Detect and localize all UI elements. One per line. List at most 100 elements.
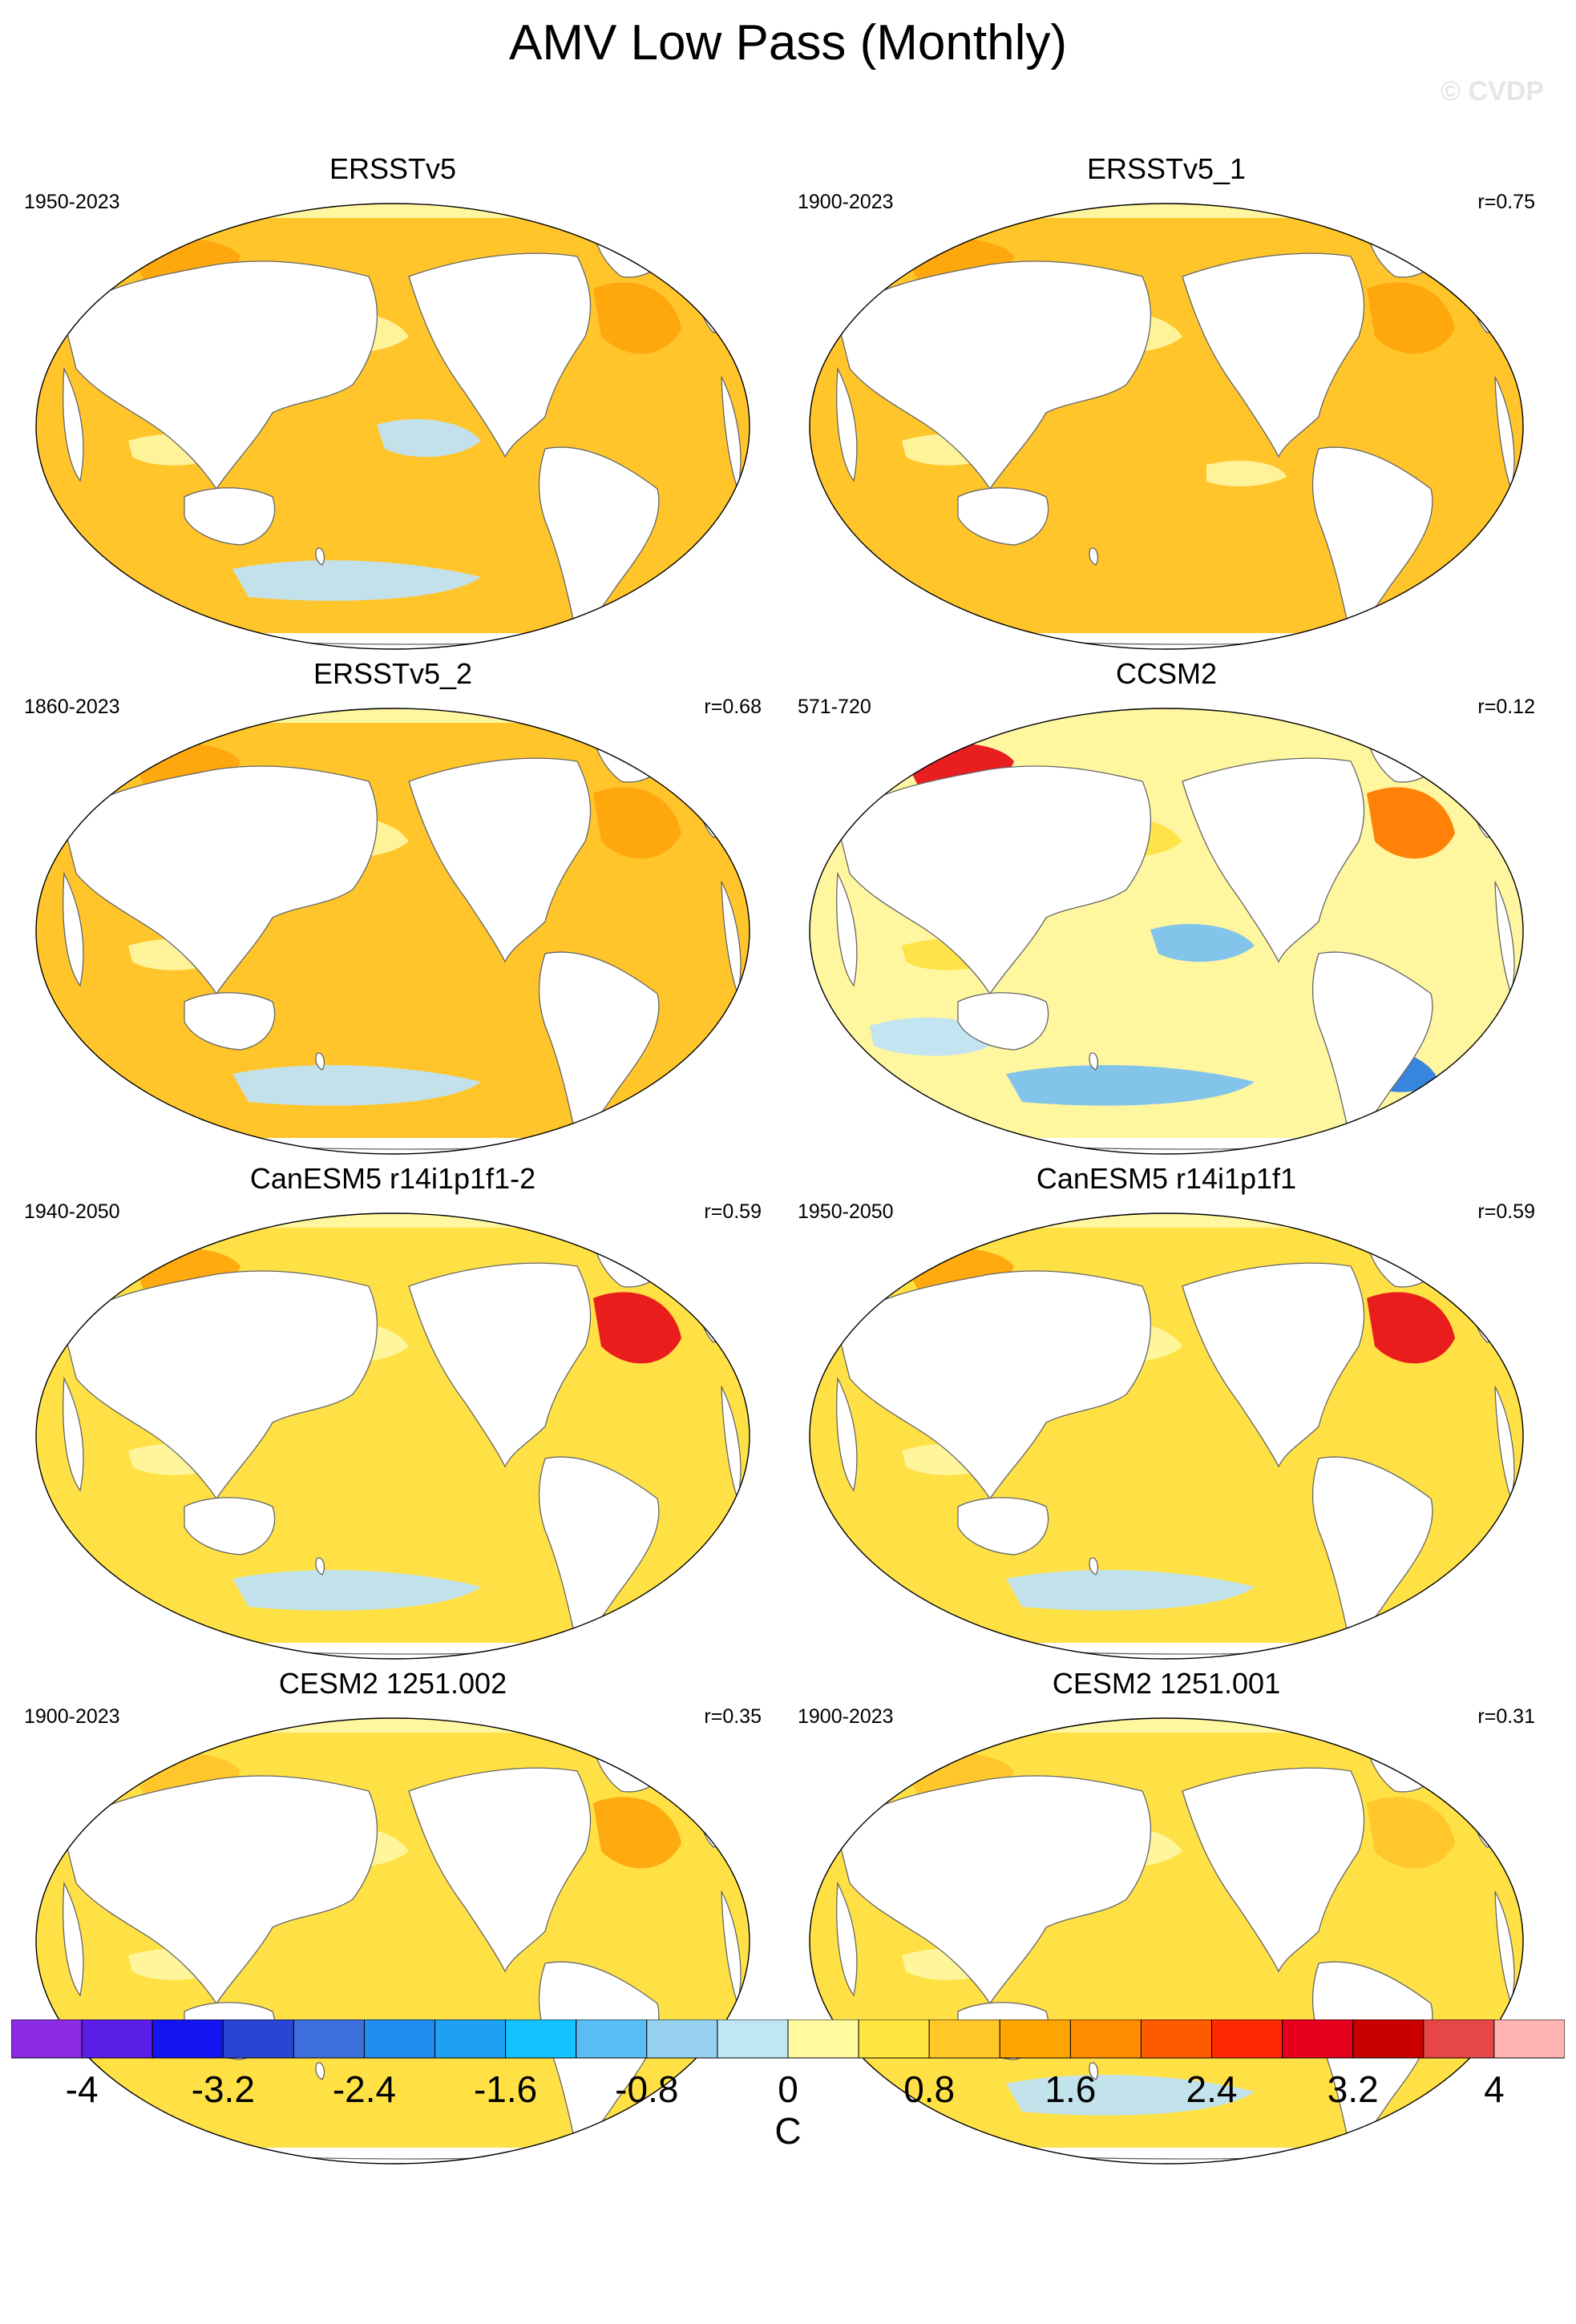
land-nz [315,2062,325,2080]
colorbar-tick-label: 4 [1484,2068,1505,2110]
panel-title: CESM2 1251.001 [1052,1667,1281,1700]
panel-correlation: r=0.59 [704,1200,762,1223]
map-panel: CanESM5 r14i1p1f1-2 1940-2050 r=0.59 [16,1162,770,1667]
land-australia [184,992,276,1051]
anomaly-contour [1006,1570,1255,1611]
watermark: © CVDP [1441,76,1544,107]
anomaly-contour [1006,1065,1255,1106]
anomaly-contour [1206,461,1287,486]
panel-years: 1900-2023 [798,191,894,213]
polar-cap [36,708,750,723]
anomaly-contour [232,1065,481,1106]
land-northAmerica [408,757,592,963]
colorbar-swatch [1140,2019,1213,2059]
world-map [35,708,750,1155]
colorbar-tick-label: 0 [778,2068,798,2110]
anomaly-contour [593,282,681,354]
colorbar [11,2019,1565,2059]
land-nz [1089,547,1099,566]
land-nz [1089,1052,1099,1071]
world-map [809,1212,1524,1660]
panel-correlation: r=0.75 [1477,191,1535,213]
polar-cap [810,1643,1523,1659]
land-australia [957,992,1049,1051]
land-australia [184,487,276,546]
anomaly-contour [1367,282,1455,354]
land-asia [837,1775,1151,2005]
land-australia [184,1497,276,1555]
colorbar-swatch [293,2019,365,2059]
land-asia [63,1775,378,2005]
anomaly-contour [593,1292,681,1364]
polar-cap [810,708,1523,723]
land-northAmerica [408,1262,592,1468]
land-nz [315,1557,325,1576]
colorbar-tick-label: -2.4 [332,2068,397,2110]
polar-cap [36,1138,750,1154]
panel-correlation: r=0.12 [1477,696,1535,718]
land-asia [63,765,378,995]
colorbar-swatch [363,2019,436,2059]
anomaly-contour [1367,787,1455,859]
colorbar-swatch [858,2019,930,2059]
world-map [35,203,750,650]
colorbar-tick-label: 2.4 [1186,2068,1238,2110]
map-panel: CanESM5 r14i1p1f1 1950-2050 r=0.59 [790,1162,1543,1667]
colorbar-tick-label: -0.8 [615,2068,679,2110]
anomaly-contour [377,418,481,458]
land-nz [315,1052,325,1071]
panel-years: 1900-2023 [798,1705,894,1728]
panel-years: 1950-2023 [24,191,120,213]
panel-years: 1860-2023 [24,696,120,718]
land-asia [63,260,378,490]
colorbar-swatch [11,2019,83,2059]
polar-cap [810,633,1523,649]
map-frame [809,203,1524,650]
colorbar-tick-label: 1.6 [1045,2068,1097,2110]
world-map [809,708,1524,1155]
land-africaPart [836,1881,858,1997]
panel-title: ERSSTv5_2 [313,657,473,690]
colorbar-swatch [1069,2019,1142,2059]
colorbar-swatch [999,2019,1071,2059]
land-northAmerica [408,252,592,458]
colorbar-swatch [152,2019,224,2059]
colorbar-swatch [81,2019,153,2059]
land-northAmerica [1182,252,1365,458]
land-northAmerica [408,1767,592,1973]
anomaly-contour [1367,1797,1455,1869]
colorbar-swatch [1423,2019,1495,2059]
map-panel: CESM2 1251.001 1900-2023 r=0.31 [790,1667,1543,2172]
land-asia [837,260,1151,490]
map-frame [809,1212,1524,1660]
world-map [809,1717,1524,2165]
colorbar-swatch [1352,2019,1424,2059]
anomaly-contour [1006,2075,1255,2116]
map-frame [809,708,1524,1155]
land-africaPart [836,1376,858,1492]
panel-years: 1940-2050 [24,1200,120,1223]
map-panel: ERSSTv5_2 1860-2023 r=0.68 [16,657,770,1162]
panel-title: ERSSTv5_1 [1086,152,1247,185]
colorbar-swatch [1211,2019,1283,2059]
colorbar-swatch [928,2019,1000,2059]
colorbar-swatch [1282,2019,1354,2059]
land-africaPart [836,366,858,482]
map-frame [809,1717,1524,2165]
land-australia [957,487,1049,546]
world-map [35,1717,750,2165]
colorbar-swatch [787,2019,859,2059]
colorbar-tick-label: 3.2 [1327,2068,1379,2110]
panel-title: CanESM5 r14i1p1f1 [1036,1162,1297,1195]
colorbar-tick-label: -4 [65,2068,99,2110]
land-australia [957,1497,1049,1555]
figure-title: AMV Low Pass (Monthly) [509,15,1067,71]
colorbar-swatch [1493,2019,1565,2059]
map-frame [35,708,750,1155]
anomaly-contour [232,560,481,601]
panel-years: 1950-2050 [798,1200,894,1223]
land-nz [315,547,325,566]
land-northAmerica [1182,1262,1365,1468]
anomaly-contour [593,787,681,859]
colorbar-swatch [576,2019,648,2059]
